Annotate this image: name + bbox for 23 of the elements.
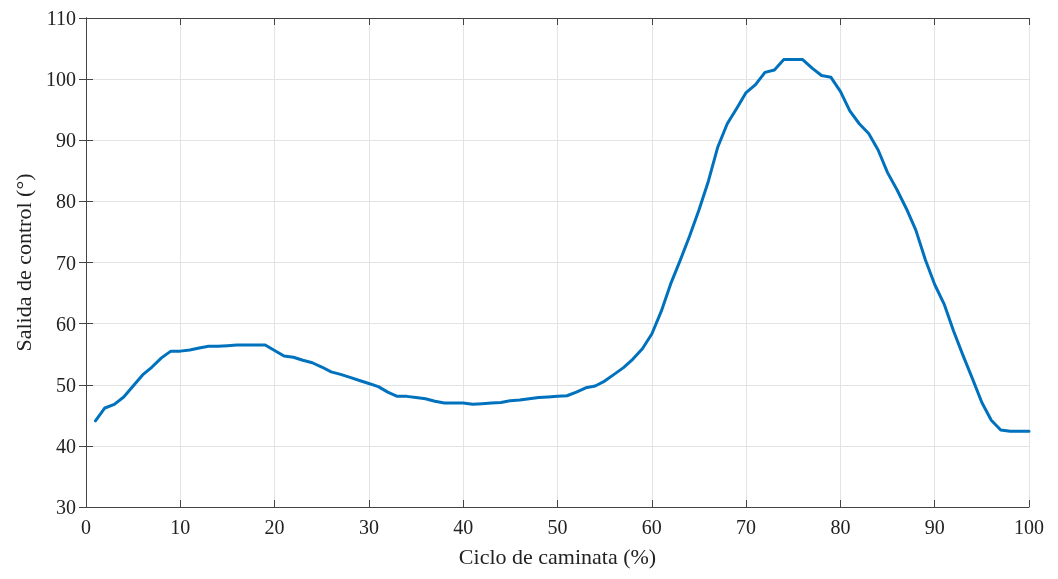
y-tick-label: 90 <box>56 129 76 152</box>
y-tick-label: 100 <box>46 68 76 91</box>
y-tick-label: 40 <box>56 434 76 457</box>
x-axis-title: Ciclo de caminata (%) <box>458 543 657 569</box>
x-tick-label: 90 <box>924 516 945 538</box>
x-tick-label: 10 <box>170 516 191 538</box>
x-tick-label: 80 <box>830 516 851 538</box>
y-tick-label: 110 <box>46 7 76 29</box>
x-tick-label: 60 <box>641 516 662 538</box>
y-tick-label: 30 <box>56 496 76 518</box>
y-axis-title: Salida de control (°) <box>10 173 36 352</box>
x-tick-label: 70 <box>736 516 757 538</box>
y-tick-label: 70 <box>56 251 76 274</box>
y-tick-label: 80 <box>56 190 76 213</box>
line-series <box>93 58 1031 433</box>
x-tick-label: 40 <box>453 516 474 538</box>
x-tick-label: 0 <box>81 516 91 538</box>
x-tick-label: 100 <box>1014 516 1044 538</box>
x-tick-label: 30 <box>358 516 379 538</box>
x-tick-label: 20 <box>264 516 285 538</box>
y-tick-label: 50 <box>56 373 76 396</box>
y-tick-label: 60 <box>56 312 76 335</box>
x-tick-label: 50 <box>547 516 568 538</box>
